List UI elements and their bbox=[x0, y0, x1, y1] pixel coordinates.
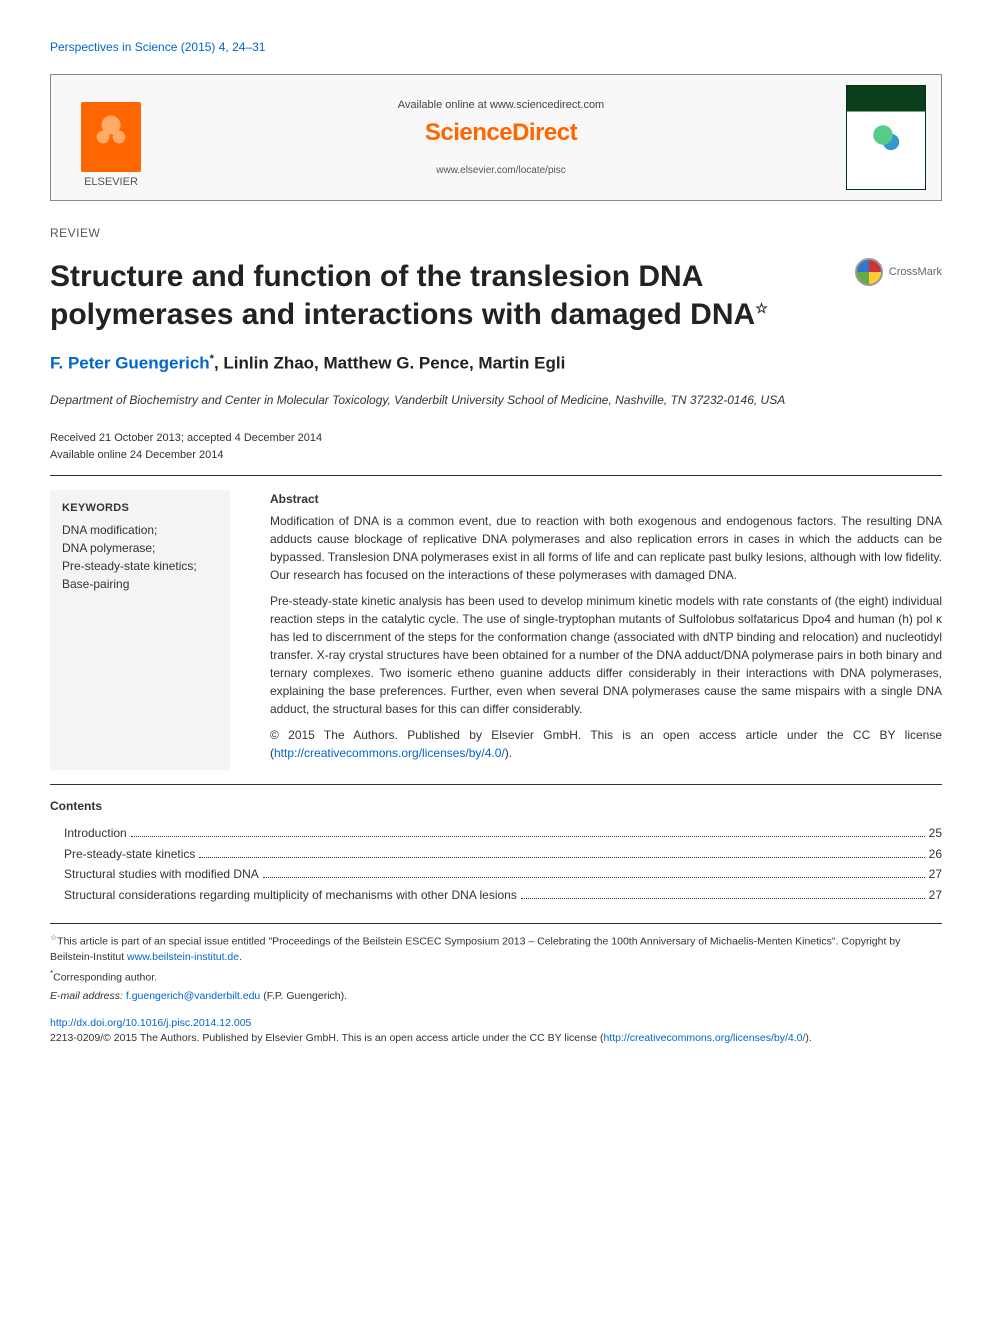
header-center: Available online at www.sciencedirect.co… bbox=[156, 99, 846, 176]
received-accepted-dates: Received 21 October 2013; accepted 4 Dec… bbox=[50, 430, 942, 447]
toc-leader bbox=[263, 877, 925, 878]
toc-label: Introduction bbox=[64, 823, 127, 843]
toc-leader bbox=[521, 898, 925, 899]
keyword-item: DNA modification; bbox=[62, 521, 218, 539]
author-list: F. Peter Guengerich*, Linlin Zhao, Matth… bbox=[50, 353, 942, 374]
toc-row: Structural studies with modified DNA 27 bbox=[50, 864, 942, 884]
keywords-abstract-row: KEYWORDS DNA modification; DNA polymeras… bbox=[50, 490, 942, 770]
footnote-star: ☆This article is part of an special issu… bbox=[50, 932, 942, 965]
email-link[interactable]: f.guengerich@vanderbilt.edu bbox=[126, 990, 260, 1002]
divider bbox=[50, 784, 942, 785]
toc-page: 26 bbox=[929, 844, 942, 864]
crossmark-badge[interactable]: CrossMark bbox=[855, 258, 942, 286]
copyright-end: ). bbox=[505, 746, 512, 760]
corr-text: Corresponding author. bbox=[53, 971, 157, 983]
elsevier-logo: ELSEVIER bbox=[66, 88, 156, 188]
crossmark-label: CrossMark bbox=[889, 266, 942, 278]
article-dates: Received 21 October 2013; accepted 4 Dec… bbox=[50, 430, 942, 463]
affiliation: Department of Biochemistry and Center in… bbox=[50, 392, 942, 409]
footnote-star-end: . bbox=[239, 951, 242, 963]
keywords-block: KEYWORDS DNA modification; DNA polymeras… bbox=[50, 490, 230, 770]
footnotes: ☆This article is part of an special issu… bbox=[50, 923, 942, 1004]
table-of-contents: Introduction 25 Pre-steady-state kinetic… bbox=[50, 823, 942, 905]
abstract-heading: Abstract bbox=[270, 490, 942, 508]
toc-label: Structural considerations regarding mult… bbox=[64, 885, 517, 905]
publisher-header: ELSEVIER Available online at www.science… bbox=[50, 74, 942, 201]
author-link-guengerich[interactable]: F. Peter Guengerich bbox=[50, 354, 210, 373]
toc-row: Pre-steady-state kinetics 26 bbox=[50, 844, 942, 864]
contents-heading: Contents bbox=[50, 799, 942, 813]
locate-url: www.elsevier.com/locate/pisc bbox=[156, 165, 846, 176]
doi-block: http://dx.doi.org/10.1016/j.pisc.2014.12… bbox=[50, 1016, 942, 1045]
beilstein-link[interactable]: www.beilstein-institut.de bbox=[127, 951, 239, 963]
toc-row: Introduction 25 bbox=[50, 823, 942, 843]
abstract-block: Abstract Modification of DNA is a common… bbox=[270, 490, 942, 770]
title-footnote-marker: ☆ bbox=[755, 300, 768, 316]
journal-reference: Perspectives in Science (2015) 4, 24–31 bbox=[50, 40, 942, 54]
license-link[interactable]: http://creativecommons.org/licenses/by/4… bbox=[274, 746, 505, 760]
keywords-heading: KEYWORDS bbox=[62, 500, 218, 517]
toc-row: Structural considerations regarding mult… bbox=[50, 885, 942, 905]
journal-ref-link[interactable]: Perspectives in Science (2015) 4, 24–31 bbox=[50, 40, 265, 54]
divider bbox=[50, 475, 942, 476]
title-row: Structure and function of the translesio… bbox=[50, 258, 942, 333]
sciencedirect-logo: ScienceDirect bbox=[156, 119, 846, 147]
article-title: Structure and function of the translesio… bbox=[50, 258, 790, 333]
online-date: Available online 24 December 2014 bbox=[50, 447, 942, 464]
issn-text: 2213-0209/© 2015 The Authors. Published … bbox=[50, 1032, 603, 1044]
available-online-text: Available online at www.sciencedirect.co… bbox=[156, 99, 846, 111]
keyword-item: Pre-steady-state kinetics; bbox=[62, 557, 218, 575]
toc-label: Pre-steady-state kinetics bbox=[64, 844, 195, 864]
email-after: (F.P. Guengerich). bbox=[260, 990, 347, 1002]
toc-page: 27 bbox=[929, 864, 942, 884]
issn-copyright: 2213-0209/© 2015 The Authors. Published … bbox=[50, 1031, 942, 1046]
abstract-para-1: Modification of DNA is a common event, d… bbox=[270, 512, 942, 584]
issn-end: ). bbox=[805, 1032, 811, 1044]
journal-cover-thumbnail bbox=[846, 85, 926, 190]
footnote-corresponding: *Corresponding author. bbox=[50, 968, 942, 986]
elsevier-label: ELSEVIER bbox=[84, 176, 138, 188]
toc-leader bbox=[199, 857, 924, 858]
doi-link[interactable]: http://dx.doi.org/10.1016/j.pisc.2014.12… bbox=[50, 1017, 251, 1029]
footnote-email: E-mail address: f.guengerich@vanderbilt.… bbox=[50, 989, 942, 1004]
elsevier-tree-icon bbox=[81, 102, 141, 172]
email-label: E-mail address: bbox=[50, 990, 126, 1002]
crossmark-icon bbox=[855, 258, 883, 286]
toc-page: 27 bbox=[929, 885, 942, 905]
toc-leader bbox=[131, 836, 925, 837]
abstract-copyright: © 2015 The Authors. Published by Elsevie… bbox=[270, 726, 942, 762]
author-rest: , Linlin Zhao, Matthew G. Pence, Martin … bbox=[214, 354, 565, 373]
license-link-footer[interactable]: http://creativecommons.org/licenses/by/4… bbox=[603, 1032, 805, 1044]
keyword-item: DNA polymerase; bbox=[62, 539, 218, 557]
article-section-label: REVIEW bbox=[50, 226, 942, 240]
abstract-para-2: Pre-steady-state kinetic analysis has be… bbox=[270, 592, 942, 718]
toc-label: Structural studies with modified DNA bbox=[64, 864, 259, 884]
keyword-item: Base-pairing bbox=[62, 575, 218, 593]
title-text: Structure and function of the translesio… bbox=[50, 260, 755, 331]
toc-page: 25 bbox=[929, 823, 942, 843]
